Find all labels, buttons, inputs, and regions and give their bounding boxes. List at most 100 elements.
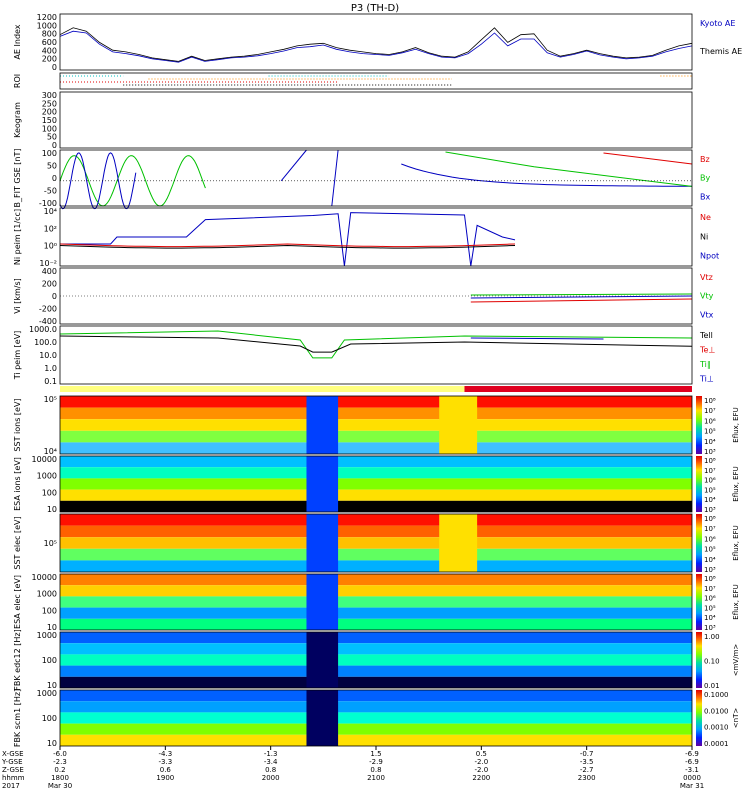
y-tick-label: 1000 xyxy=(37,689,57,698)
y-tick-label: 10 xyxy=(47,623,57,632)
colorbar-tick-label: 10⁶ xyxy=(704,417,716,425)
y-tick-label: 50 xyxy=(47,162,57,171)
y-tick-label: 10.0 xyxy=(39,351,57,360)
colorbar-tick-label: 1.00 xyxy=(704,633,720,641)
y-axis-label: ESA ions [eV] xyxy=(13,457,22,511)
spectrogram-cell xyxy=(60,514,692,526)
spectrogram-cell xyxy=(60,596,692,608)
y-tick-label: 600 xyxy=(42,38,57,47)
colorbar-tick-label: 10⁵ xyxy=(704,604,716,612)
x-row-label: Z-GSE xyxy=(2,766,24,774)
series-themis-ae xyxy=(59,27,693,62)
series-ni xyxy=(59,244,516,249)
y-tick-label: 400 xyxy=(42,46,57,55)
x-row-label: X-GSE xyxy=(2,750,24,758)
spectrogram-cell xyxy=(60,456,692,468)
panel-frame xyxy=(59,631,693,689)
legend-entry: Bz xyxy=(700,155,710,164)
y-tick-label: 10⁰ xyxy=(44,242,57,251)
x-tick-label: 1900 xyxy=(156,774,174,782)
spectrogram-cell xyxy=(60,643,692,655)
spectrogram-cell xyxy=(60,500,692,512)
series-vtz xyxy=(470,298,693,303)
spectrogram-cell xyxy=(60,607,692,619)
stripe-cell xyxy=(306,632,339,688)
panel-ni: Ni peim [1/cc] 10⁴ 10² 10⁰ 10⁻² Ne Ni Npot xyxy=(13,207,719,268)
spectrogram-cell xyxy=(60,676,692,688)
panel-fbk2: FBK scm1 [Hz] 1000 100 10 0.1000 0.0100 0.0010… xyxy=(13,689,740,748)
spectrogram-cell xyxy=(60,701,692,713)
y-tick-label: 800 xyxy=(42,30,57,39)
colorbar-label: Eflux, EFU xyxy=(732,584,740,619)
colorbar-tick-label: 10⁴ xyxy=(704,438,716,446)
spectrogram-cell xyxy=(60,723,692,735)
colorbar-tick-label: 0.01 xyxy=(704,682,720,690)
colorbar-tick-label: 0.1000 xyxy=(704,691,729,699)
stripe-cell xyxy=(439,514,478,572)
x-tick-label: -4.3 xyxy=(158,750,172,758)
x-tick-label: -2.0 xyxy=(474,766,488,774)
y-tick-label: 10⁵ xyxy=(44,539,57,548)
legend-entry: Vtz xyxy=(700,273,713,282)
colorbar-tick-label: 10⁵ xyxy=(704,486,716,494)
y-tick-label: 10 xyxy=(47,505,57,514)
legend-entry: Kyoto AE xyxy=(700,19,735,28)
y-axis-label: Keogram xyxy=(13,102,22,138)
series-bx xyxy=(401,163,692,187)
x-tick-label: 2200 xyxy=(472,774,490,782)
panel-vi: Vi [km/s] 400 200 0 -200 -400 Vtz Vty Vtx xyxy=(13,267,714,326)
y-tick-label: 0 xyxy=(52,141,57,150)
panel-roi: ROI xyxy=(13,72,693,90)
x-tick-label: 0.5 xyxy=(476,750,487,758)
colorbar-tick-label: 10⁵ xyxy=(704,546,716,554)
y-axis-label: SST elec [eV] xyxy=(13,516,22,569)
legend-entry: Vty xyxy=(700,292,714,301)
x-tick-label: 2000 xyxy=(262,774,280,782)
y-tick-label: 10⁵ xyxy=(44,395,57,404)
y-tick-label: 0.1 xyxy=(44,377,57,386)
colorbar-tick-label: 0.10 xyxy=(704,658,720,666)
panel-frame xyxy=(59,13,693,71)
y-axis-label: ROI xyxy=(13,74,22,88)
colorbar-tick-label: 0.0001 xyxy=(704,740,729,748)
colorbar-tick-label: 10³ xyxy=(704,506,716,514)
y-tick-label: 300 xyxy=(42,91,57,100)
spectrogram-cell xyxy=(60,489,692,501)
x-tick-label: 0.8 xyxy=(370,766,381,774)
y-tick-label: 100 xyxy=(42,488,57,497)
x-tick-label: -2.0 xyxy=(474,758,488,766)
legend-entry: Bx xyxy=(700,192,710,201)
x-tick-label: -6.9 xyxy=(685,758,699,766)
y-tick-label: 1.0 xyxy=(44,364,57,373)
series-te xyxy=(59,335,693,353)
stripe-cell xyxy=(306,456,339,512)
panel-frame xyxy=(59,513,693,573)
y-tick-label: 100 xyxy=(42,606,57,615)
y-tick-label: 100 xyxy=(42,656,57,665)
x-tick-label: -6.9 xyxy=(685,750,699,758)
colorbar xyxy=(696,456,702,512)
legend-entry: By xyxy=(700,174,710,183)
colorbar-tick-label: 10⁷ xyxy=(704,467,716,475)
colorbar-tick-label: 10⁴ xyxy=(704,496,716,504)
x-tick-label: -3.4 xyxy=(264,758,278,766)
colorbar-tick-label: 10³ xyxy=(704,624,716,632)
colorbar-tick-label: 10⁸ xyxy=(704,397,716,405)
x-tick-label: -2.3 xyxy=(53,758,67,766)
spectrogram-cell xyxy=(60,734,692,746)
colorbar xyxy=(696,632,702,688)
panel-frame xyxy=(59,72,693,90)
series-ti-perp xyxy=(470,337,604,340)
colorbar-tick-label: 10⁸ xyxy=(704,515,716,523)
y-tick-label: 100 xyxy=(42,714,57,723)
spectrogram-cell xyxy=(60,419,692,431)
spectrogram-cell xyxy=(60,430,692,443)
colorbar-tick-label: 10⁶ xyxy=(704,535,716,543)
panel-sst1: SST ions [eV] 10⁵ 10⁴ 10⁸ 10⁷ 10⁶ 10⁵ 10⁴ 10³ Efl… xyxy=(13,395,740,456)
y-tick-label: 10000 xyxy=(32,573,57,582)
spectrogram-cell xyxy=(60,654,692,666)
